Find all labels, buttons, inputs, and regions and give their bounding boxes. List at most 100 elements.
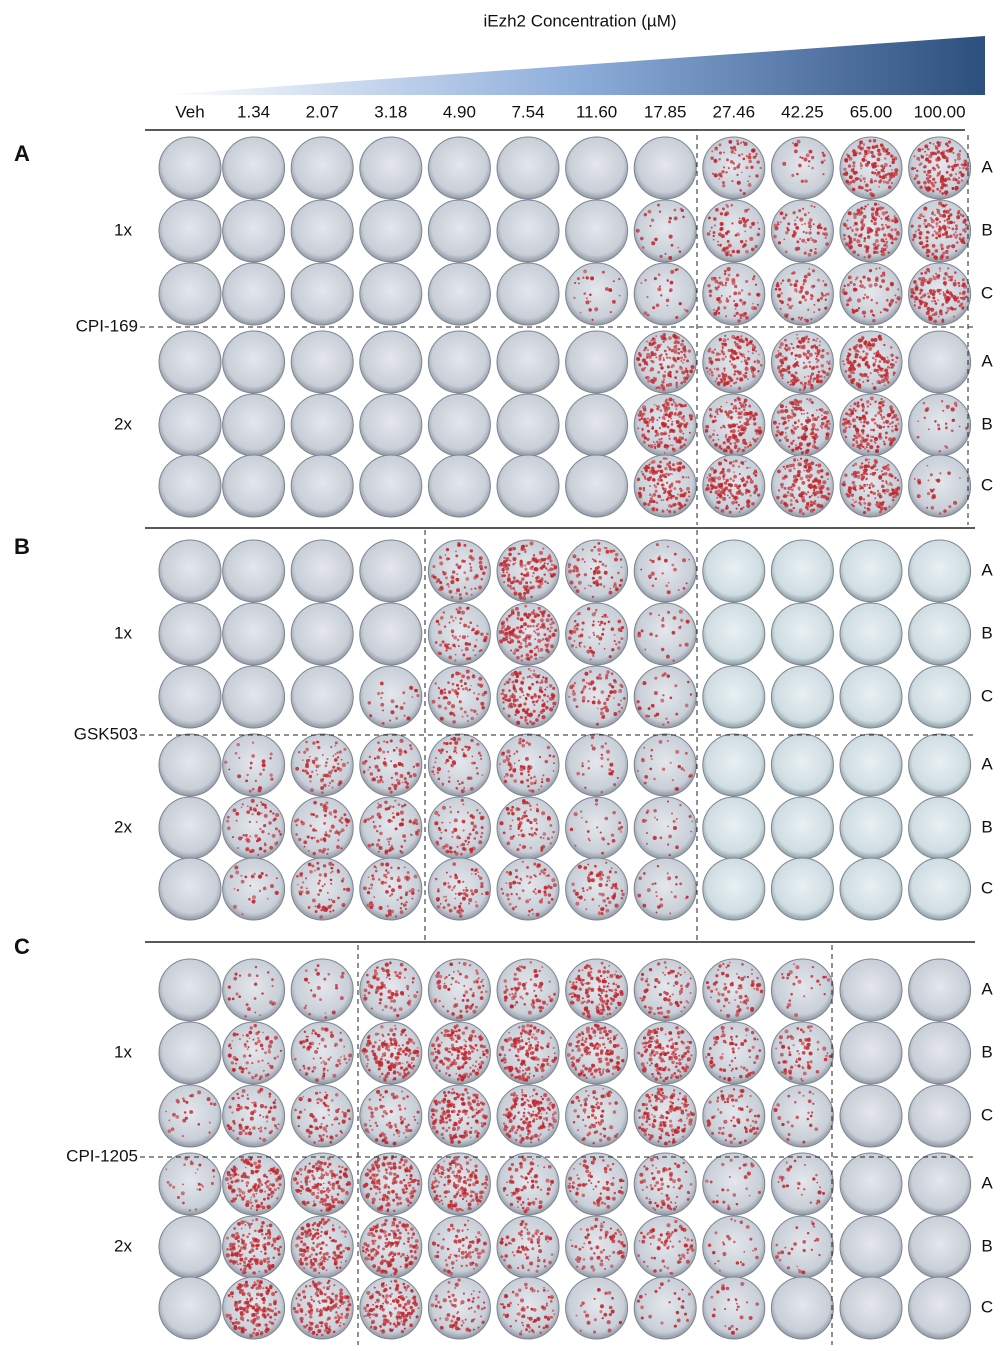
colony bbox=[502, 697, 505, 700]
colony bbox=[404, 715, 406, 717]
colony bbox=[896, 357, 899, 360]
colony bbox=[463, 829, 465, 831]
colony bbox=[721, 509, 725, 513]
colony bbox=[936, 479, 940, 483]
colony bbox=[738, 371, 742, 375]
colony bbox=[682, 476, 685, 479]
colony bbox=[526, 815, 528, 817]
colony bbox=[753, 422, 756, 425]
colony bbox=[538, 650, 540, 652]
colony bbox=[817, 232, 820, 235]
colony bbox=[526, 802, 528, 804]
colony bbox=[682, 558, 686, 562]
colony bbox=[528, 789, 531, 792]
colony bbox=[753, 417, 756, 420]
colony bbox=[438, 828, 441, 831]
colony bbox=[859, 373, 862, 376]
colony bbox=[677, 247, 679, 249]
colony bbox=[753, 503, 755, 505]
colony bbox=[864, 245, 867, 248]
colony bbox=[857, 354, 859, 356]
colony bbox=[814, 251, 817, 254]
colony bbox=[864, 507, 866, 509]
colony bbox=[948, 505, 951, 508]
colony bbox=[320, 786, 324, 790]
colony bbox=[863, 502, 866, 505]
colony bbox=[510, 649, 512, 651]
colony bbox=[705, 429, 709, 433]
colony bbox=[662, 374, 666, 378]
colony bbox=[879, 285, 882, 288]
well bbox=[159, 540, 221, 602]
colony bbox=[723, 306, 726, 309]
colony bbox=[652, 584, 655, 587]
colony bbox=[572, 692, 576, 696]
colony bbox=[947, 289, 949, 291]
colony bbox=[334, 769, 337, 772]
colony bbox=[540, 566, 543, 569]
well bbox=[159, 797, 221, 859]
colony bbox=[801, 481, 805, 485]
colony bbox=[376, 843, 380, 847]
colony bbox=[595, 799, 598, 802]
colony bbox=[650, 497, 653, 500]
colony bbox=[536, 629, 538, 631]
colony bbox=[803, 367, 806, 370]
colony bbox=[914, 155, 916, 157]
colony bbox=[734, 446, 737, 449]
colony bbox=[410, 834, 412, 836]
colony bbox=[867, 278, 871, 282]
colony bbox=[828, 493, 831, 496]
colony bbox=[659, 475, 662, 478]
colony bbox=[668, 256, 672, 260]
colony bbox=[707, 477, 709, 479]
colony bbox=[956, 163, 959, 166]
colony bbox=[650, 444, 654, 448]
colony bbox=[805, 319, 808, 322]
colony bbox=[613, 783, 616, 786]
colony bbox=[573, 297, 575, 299]
colony bbox=[883, 360, 887, 364]
colony bbox=[927, 492, 930, 495]
colony bbox=[719, 277, 721, 279]
colony bbox=[466, 577, 470, 581]
colony bbox=[740, 142, 742, 144]
colony bbox=[618, 278, 620, 280]
colony bbox=[800, 458, 802, 460]
colony bbox=[783, 238, 785, 240]
colony bbox=[805, 419, 808, 422]
colony bbox=[863, 511, 866, 514]
colony bbox=[510, 809, 513, 812]
colony bbox=[862, 466, 864, 468]
colony bbox=[638, 419, 641, 422]
colony bbox=[793, 497, 795, 499]
colony bbox=[934, 230, 936, 232]
colony bbox=[740, 240, 743, 243]
colony bbox=[656, 501, 659, 504]
colony bbox=[799, 511, 802, 514]
colony bbox=[862, 337, 864, 339]
colony bbox=[461, 799, 464, 802]
colony bbox=[962, 228, 966, 232]
colony bbox=[724, 459, 726, 461]
colony bbox=[255, 780, 257, 782]
colony bbox=[957, 282, 960, 285]
colony bbox=[930, 488, 932, 490]
colony bbox=[520, 765, 523, 768]
colony bbox=[370, 772, 374, 776]
colony bbox=[644, 361, 648, 365]
colony bbox=[584, 787, 586, 789]
colony bbox=[679, 250, 682, 253]
colony bbox=[748, 405, 751, 408]
colony bbox=[803, 413, 805, 415]
colony bbox=[438, 705, 440, 707]
colony bbox=[638, 352, 641, 355]
colony bbox=[454, 818, 458, 822]
colony bbox=[782, 162, 786, 166]
colony bbox=[867, 450, 870, 453]
colony bbox=[587, 830, 590, 833]
colony bbox=[866, 421, 870, 425]
colony bbox=[794, 150, 798, 154]
colony bbox=[860, 474, 862, 476]
colony bbox=[944, 294, 947, 297]
